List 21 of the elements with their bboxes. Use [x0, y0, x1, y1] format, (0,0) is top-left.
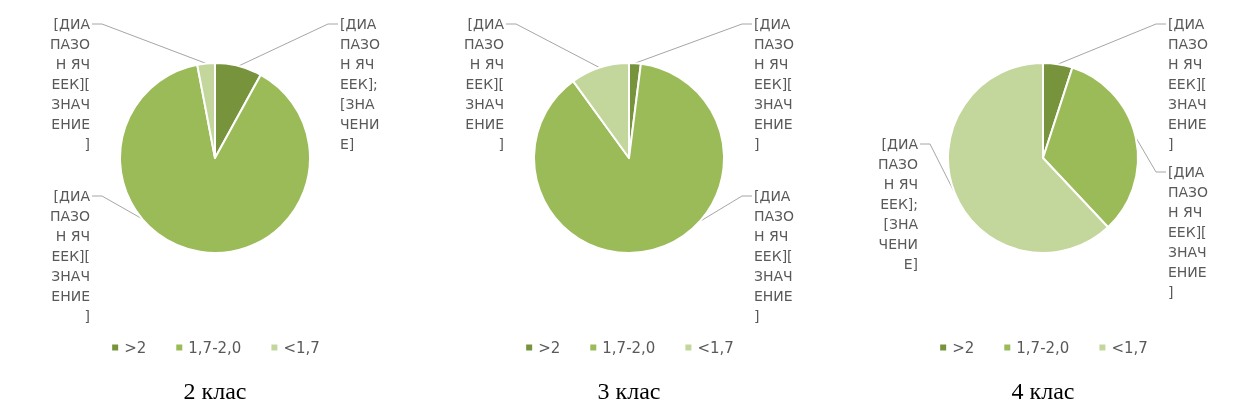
- data-label: [ДИАПАЗОН ЯЧЕЕК];[ЗНАЧЕНИЕ]: [877, 136, 919, 273]
- legend-label: >2: [124, 338, 147, 357]
- data-label: [ДИАПАЗОН ЯЧЕЕК];[ЗНАЧЕНИЕ]: [340, 16, 381, 152]
- text: 4 клас: [1011, 378, 1075, 404]
- legend-label: >2: [538, 338, 561, 357]
- data-label: [ДИАПАЗОН ЯЧЕЕК][ЗНАЧЕНИЕ]: [754, 16, 795, 152]
- legend-label: <1,7: [697, 338, 734, 357]
- data-label: [ДИАПАЗОН ЯЧЕЕК][ЗНАЧЕНИЕ]: [463, 16, 505, 152]
- legend-label: <1,7: [1111, 338, 1148, 357]
- data-label: [ДИАПАЗОН ЯЧЕЕК][ЗНАЧЕНИЕ]: [754, 188, 795, 324]
- legend-label: <1,7: [283, 338, 320, 357]
- data-label: [ДИАПАЗОН ЯЧЕЕК][ЗНАЧЕНИЕ]: [49, 16, 91, 152]
- data-label: [ДИАПАЗОН ЯЧЕЕК][ЗНАЧЕНИЕ]: [1168, 16, 1209, 152]
- legend-label: 1,7-2,0: [188, 338, 242, 357]
- text: 2 клас: [183, 378, 247, 404]
- legend-label: 1,7-2,0: [1016, 338, 1070, 357]
- data-label: [ДИАПАЗОН ЯЧЕЕК][ЗНАЧЕНИЕ]: [49, 188, 91, 324]
- legend-label: >2: [952, 338, 975, 357]
- data-label: [ДИАПАЗОН ЯЧЕЕК][ЗНАЧЕНИЕ]: [1168, 164, 1209, 300]
- text: 3 клас: [597, 378, 661, 404]
- legend-label: 1,7-2,0: [602, 338, 656, 357]
